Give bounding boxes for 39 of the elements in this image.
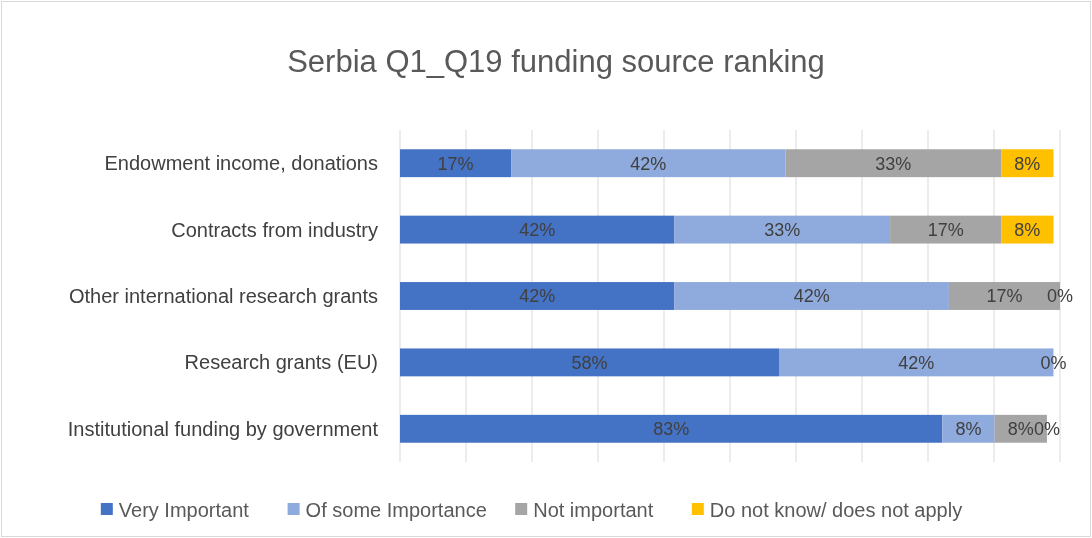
data-label: 8% xyxy=(955,419,982,440)
data-label: 33% xyxy=(764,219,801,240)
bar xyxy=(400,282,675,310)
legend-label: Not important xyxy=(533,499,654,521)
chart-title: Serbia Q1_Q19 funding source ranking xyxy=(287,44,825,79)
y-tick-label: Research grants (EU) xyxy=(184,351,378,374)
y-tick-label: Other international research grants xyxy=(68,285,378,307)
data-label: 42% xyxy=(630,153,667,174)
data-label: 42% xyxy=(519,286,556,307)
legend-label: Do not know/ does not apply xyxy=(709,499,963,521)
data-label: 17% xyxy=(437,153,474,174)
data-label: 83% xyxy=(653,419,690,440)
data-label: 8% xyxy=(1007,419,1034,440)
data-label: 42% xyxy=(898,352,935,373)
y-tick-label: Endowment income, donations xyxy=(104,152,378,175)
data-label: 8% xyxy=(1014,219,1041,240)
legend-label: Of some Importance xyxy=(305,499,487,521)
legend-label: Very Important xyxy=(118,499,250,521)
bar xyxy=(400,348,780,377)
data-label: 42% xyxy=(793,286,830,307)
bar xyxy=(400,414,943,443)
bar xyxy=(400,149,512,178)
data-label: 33% xyxy=(875,153,912,174)
bar xyxy=(674,282,949,310)
bar xyxy=(785,149,1002,178)
y-tick-label: Institutional funding by government xyxy=(67,417,379,440)
data-label: 17% xyxy=(927,219,964,240)
data-label: 58% xyxy=(571,352,608,373)
bar xyxy=(674,215,891,244)
y-tick-label: Contracts from industry xyxy=(171,218,378,241)
bar xyxy=(511,149,786,178)
data-label: 0% xyxy=(1033,419,1060,440)
data-label: 42% xyxy=(519,219,556,240)
data-label: 8% xyxy=(1014,153,1041,174)
bar xyxy=(890,215,1002,244)
data-label: 17% xyxy=(986,286,1023,307)
data-label: 0% xyxy=(1040,352,1067,373)
bar xyxy=(400,215,675,244)
data-label: 0% xyxy=(1046,286,1074,307)
